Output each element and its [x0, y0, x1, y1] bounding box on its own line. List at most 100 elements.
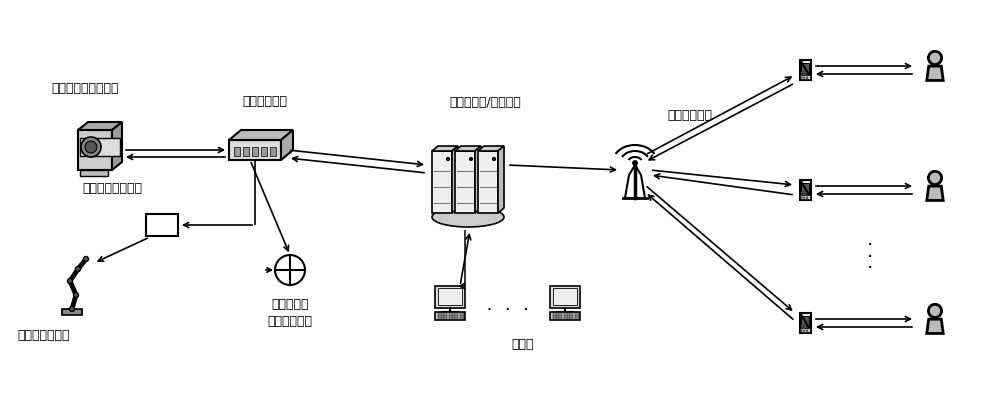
Bar	[801, 316, 809, 328]
Polygon shape	[455, 146, 481, 151]
Polygon shape	[78, 122, 122, 130]
Bar	[252, 147, 258, 156]
Bar	[261, 147, 267, 156]
Bar	[800, 195, 810, 199]
Bar	[564, 313, 568, 314]
Circle shape	[70, 307, 75, 312]
Circle shape	[806, 74, 808, 76]
Polygon shape	[625, 165, 645, 198]
Circle shape	[806, 330, 808, 331]
Bar	[574, 315, 578, 317]
Circle shape	[801, 325, 802, 327]
Circle shape	[806, 194, 808, 196]
Bar	[62, 309, 82, 315]
Polygon shape	[498, 146, 504, 213]
Circle shape	[806, 192, 808, 194]
Polygon shape	[229, 140, 281, 160]
Bar	[443, 313, 447, 314]
Polygon shape	[475, 146, 481, 213]
Polygon shape	[478, 146, 504, 151]
Bar	[234, 147, 240, 156]
Text: 待检测产品传送带: 待检测产品传送带	[82, 182, 142, 195]
Circle shape	[806, 325, 808, 327]
Bar	[449, 313, 453, 314]
Bar	[438, 315, 442, 317]
Circle shape	[447, 158, 449, 160]
Circle shape	[804, 72, 805, 73]
Polygon shape	[432, 146, 458, 151]
Circle shape	[801, 327, 802, 329]
Polygon shape	[229, 130, 293, 140]
Bar	[800, 60, 810, 80]
Bar	[553, 288, 577, 305]
Circle shape	[928, 51, 942, 64]
Bar	[801, 183, 809, 195]
Circle shape	[76, 267, 81, 271]
Circle shape	[806, 327, 808, 329]
Circle shape	[806, 77, 808, 79]
Circle shape	[806, 197, 808, 198]
Bar	[438, 313, 442, 314]
Bar	[460, 313, 464, 314]
Bar	[146, 214, 178, 236]
Circle shape	[801, 77, 802, 79]
Polygon shape	[80, 138, 120, 156]
Bar	[438, 288, 462, 305]
Bar	[460, 315, 464, 317]
Text: 控制端: 控制端	[511, 338, 534, 351]
Circle shape	[804, 194, 805, 196]
Bar	[569, 318, 573, 319]
Circle shape	[470, 158, 472, 160]
Polygon shape	[112, 122, 122, 170]
Bar	[574, 313, 578, 314]
Bar	[454, 318, 458, 319]
Bar	[449, 315, 453, 317]
Circle shape	[806, 72, 808, 73]
Circle shape	[801, 72, 802, 73]
Bar	[270, 147, 276, 156]
Bar	[550, 312, 580, 320]
Bar	[574, 318, 578, 319]
Circle shape	[74, 293, 79, 297]
Circle shape	[801, 194, 802, 196]
Circle shape	[633, 161, 637, 165]
Circle shape	[804, 197, 805, 198]
Bar	[552, 318, 556, 319]
Ellipse shape	[432, 207, 504, 227]
Bar	[564, 315, 568, 317]
Bar	[454, 315, 458, 317]
Polygon shape	[927, 186, 943, 200]
Bar	[443, 318, 447, 319]
Text: ·: ·	[867, 248, 873, 267]
Bar	[243, 147, 249, 156]
Circle shape	[84, 256, 89, 261]
Text: 识别记录与拍照设备: 识别记录与拍照设备	[51, 82, 119, 95]
Circle shape	[804, 192, 805, 194]
Polygon shape	[281, 130, 293, 160]
Bar	[558, 315, 562, 317]
Text: 系统服务端/数据中心: 系统服务端/数据中心	[449, 96, 521, 109]
Bar	[800, 75, 810, 79]
Circle shape	[275, 255, 305, 285]
Bar	[460, 318, 464, 319]
Circle shape	[804, 327, 805, 329]
Circle shape	[928, 304, 942, 318]
Bar	[432, 151, 452, 213]
Polygon shape	[80, 170, 108, 176]
Circle shape	[804, 77, 805, 79]
Text: ·: ·	[867, 235, 873, 254]
Circle shape	[804, 74, 805, 76]
Bar	[801, 63, 809, 75]
Bar	[558, 313, 562, 314]
Bar	[449, 318, 453, 319]
Bar	[552, 313, 556, 314]
Circle shape	[801, 74, 802, 76]
Bar	[455, 151, 475, 213]
Bar	[558, 318, 562, 319]
Polygon shape	[78, 130, 112, 170]
Text: 无线网络信号: 无线网络信号	[668, 109, 712, 122]
Circle shape	[68, 278, 73, 284]
Bar	[550, 286, 580, 308]
Circle shape	[81, 137, 101, 157]
Bar	[552, 315, 556, 317]
